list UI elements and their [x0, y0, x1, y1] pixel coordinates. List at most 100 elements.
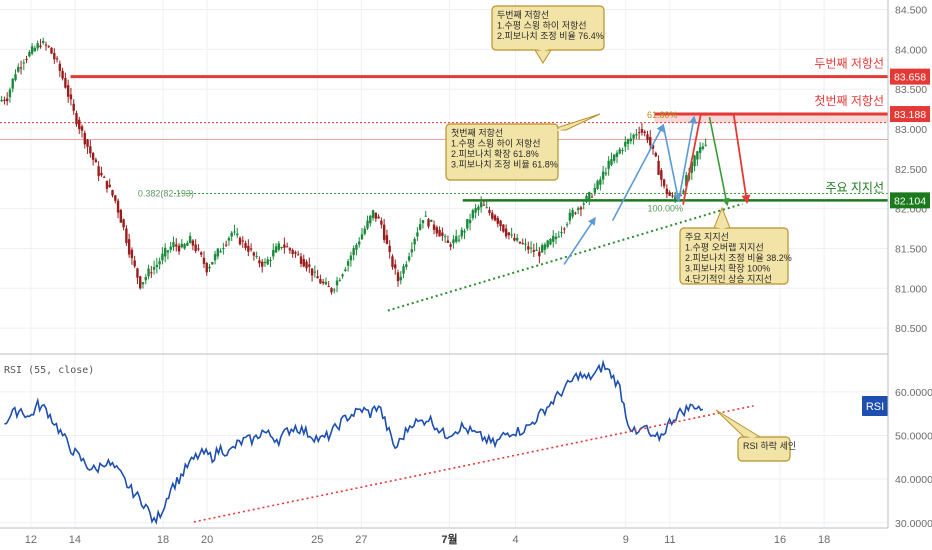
candle-body — [488, 209, 491, 213]
candle-body — [582, 203, 585, 205]
callout-line: 1.수평 스윙 하이 저항선 — [497, 21, 587, 31]
candle-body — [565, 224, 569, 226]
candle-body — [613, 154, 616, 161]
candle-body — [83, 132, 86, 145]
candle-body — [427, 219, 430, 227]
candle-body — [640, 129, 644, 133]
candle-body — [66, 85, 70, 97]
callout-joint — [551, 129, 565, 131]
candle-body — [230, 232, 233, 237]
candle-body — [424, 215, 427, 217]
candle-body — [682, 190, 685, 193]
candle-body — [291, 250, 294, 255]
callout-line: 3.피보나치 조정 비율 61.8% — [451, 159, 558, 170]
candle-body — [510, 234, 513, 236]
candle-body — [194, 244, 197, 252]
candle-body — [665, 188, 669, 195]
candle-body — [249, 248, 253, 250]
candle-body — [80, 126, 84, 131]
candle-body — [635, 134, 638, 136]
x-tick-label: 4 — [513, 534, 519, 546]
candle-body — [657, 160, 660, 175]
candle-body — [560, 232, 563, 234]
y-tick-label: 84.500 — [895, 5, 927, 17]
candle-body — [327, 286, 330, 288]
candle-body — [407, 256, 411, 261]
candle-body — [14, 74, 17, 81]
candle-body — [349, 255, 353, 261]
candle-body — [247, 245, 250, 252]
candle-body — [649, 136, 652, 146]
candle-body — [410, 249, 414, 253]
candle-body — [316, 276, 319, 279]
candle-body — [549, 238, 552, 245]
candle-body — [563, 228, 566, 230]
level-value-tag — [890, 68, 930, 85]
candle-body — [485, 207, 488, 209]
candle-body — [222, 248, 225, 250]
candle-body — [624, 141, 627, 147]
callout-box — [679, 227, 789, 285]
candle-body — [191, 240, 195, 246]
x-tick-label: 16 — [774, 534, 786, 546]
price-trendline — [387, 202, 743, 312]
candle-body — [202, 257, 206, 264]
rsi-y-tick-label: 40.0000 — [895, 474, 932, 486]
y-tick-label: 80.500 — [895, 323, 927, 335]
candle-body — [391, 256, 394, 267]
rsi-trendline — [193, 405, 754, 523]
candle-body — [338, 280, 341, 282]
candle-body — [91, 152, 95, 160]
candle-body — [94, 159, 98, 163]
candle-body — [704, 144, 707, 146]
candle-body — [155, 264, 159, 268]
candle-body — [418, 224, 422, 230]
candle-body — [302, 259, 305, 267]
candle-body — [371, 210, 375, 218]
x-tick-label: 27 — [355, 534, 367, 546]
callout-line: 4.단기적인 상승 지지선 — [685, 273, 772, 284]
candle-body — [272, 250, 275, 257]
candle-body — [662, 179, 666, 187]
candle-body — [358, 241, 361, 245]
candle-body — [100, 172, 103, 176]
rsi-y-tick-label: 60.0000 — [895, 387, 932, 399]
candle-body — [552, 235, 555, 242]
blue-projection-arrow — [563, 216, 596, 265]
candle-body — [668, 192, 671, 196]
candle-body — [116, 200, 120, 213]
projection-arrows — [563, 113, 751, 265]
candle-body — [105, 180, 109, 189]
candle-body — [579, 207, 583, 210]
candle-body — [396, 272, 400, 282]
axis-background — [888, 0, 932, 550]
candle-body — [244, 243, 247, 248]
candle-body — [374, 212, 378, 219]
candle-body — [360, 234, 364, 240]
candle-body — [441, 232, 444, 236]
candle-body — [144, 276, 147, 281]
candle-body — [643, 131, 646, 134]
blue-projection-arrow — [677, 115, 697, 201]
candle-body — [224, 244, 228, 246]
candle-body — [260, 261, 264, 267]
candle-body — [186, 242, 189, 246]
candle-body — [671, 195, 674, 197]
candle-body — [399, 276, 402, 281]
candle-body — [515, 237, 519, 241]
candle-body — [75, 113, 78, 125]
candle-body — [11, 78, 14, 89]
rsi-series-label: RSI (55, close) — [4, 365, 94, 376]
candle-body — [205, 263, 208, 273]
candle-body — [285, 246, 289, 248]
y-tick-label: 83.000 — [895, 124, 927, 136]
callout-line: 두번째 저항선 — [497, 10, 549, 20]
callout-line: 1.수평 오버랩 지지선 — [685, 242, 764, 253]
callout-box — [491, 5, 605, 51]
candle-body — [130, 249, 134, 259]
candle-body — [527, 246, 530, 250]
candle-body — [593, 187, 597, 193]
callout-line: 2.피보나치 조정 비율 76.4% — [497, 30, 604, 41]
